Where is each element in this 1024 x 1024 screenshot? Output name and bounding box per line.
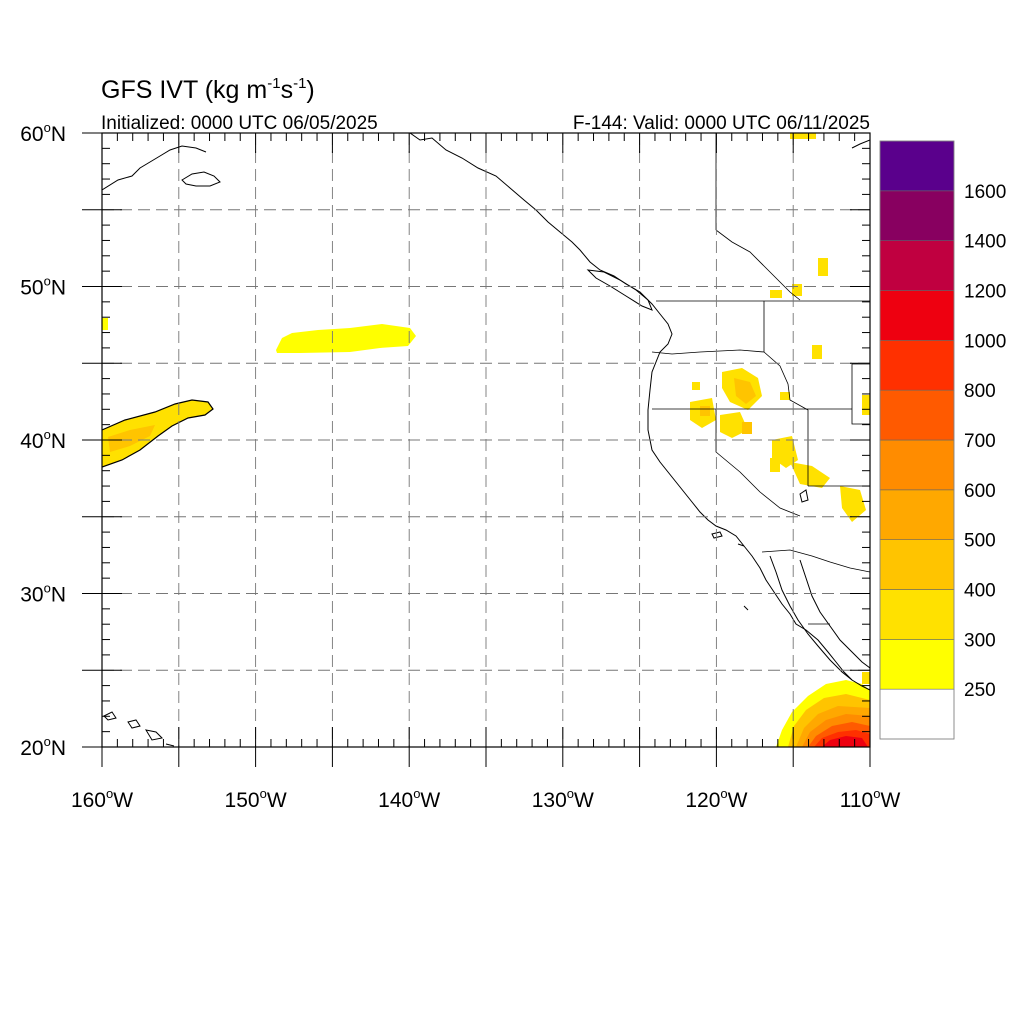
- colorbar-label: 250: [964, 680, 996, 701]
- colorbar-frame: [879, 140, 955, 740]
- lon-label: 160oW: [71, 786, 133, 812]
- colorbar-label: 500: [964, 531, 996, 552]
- colorbar-swatch: [879, 290, 955, 341]
- map-plot-area: [102, 133, 870, 747]
- ivt-shading: [102, 133, 870, 747]
- lat-label: 60oN: [20, 120, 66, 146]
- colorbar-label: 1600: [964, 182, 1006, 203]
- ivt-plume-central-pacific: [102, 400, 213, 467]
- colorbar-swatch: [879, 140, 955, 192]
- colorbar-swatch: [879, 389, 955, 441]
- colorbar-swatch: [879, 439, 955, 491]
- colorbar-label: 600: [964, 481, 996, 502]
- ivt-plume-outline: [102, 399, 214, 468]
- ivt-great-basin: [690, 133, 870, 684]
- colorbar-label: 1400: [964, 232, 1006, 253]
- colorbar-swatch: [879, 639, 955, 690]
- colorbar-label: 400: [964, 581, 996, 602]
- ivt-plume-core: [108, 425, 155, 452]
- valid-label: F-144: Valid: 0000 UTC 06/11/2025: [573, 113, 870, 134]
- gridlines: [102, 133, 870, 747]
- longitude-labels: 160oW 150oW 140oW 130oW 120oW 110oW: [71, 786, 901, 812]
- colorbar-swatch: [879, 589, 955, 640]
- chart-title: GFS IVT (kg m-1s-1): [101, 75, 315, 104]
- colorbar-swatch: [879, 539, 955, 590]
- axis-ticks: [82, 132, 871, 767]
- colorbar-swatch: [879, 688, 955, 740]
- lat-label: 20oN: [20, 734, 66, 760]
- colorbar-swatch: [879, 240, 955, 291]
- colorbar: 250 300 400 500 600 700 800 1000 1200 1400 1600: [879, 140, 1006, 740]
- colorbar-swatch: [879, 190, 955, 241]
- lon-label: 140oW: [378, 786, 440, 812]
- lon-label: 130oW: [532, 786, 594, 812]
- colorbar-swatch: [879, 340, 955, 391]
- lat-label: 50oN: [20, 274, 66, 300]
- coastlines: [102, 133, 870, 747]
- ivt-great-basin-core: [700, 378, 756, 434]
- colorbar-swatch: [879, 489, 955, 540]
- colorbar-label: 300: [964, 630, 996, 651]
- lon-label: 120oW: [685, 786, 747, 812]
- colorbar-label: 1000: [964, 331, 1006, 352]
- lat-label: 40oN: [20, 427, 66, 453]
- lat-label: 30oN: [20, 581, 66, 607]
- colorbar-label: 700: [964, 431, 996, 452]
- ivt-streak-gulf-of-alaska: [276, 324, 416, 353]
- ivt-baja-mexico: [776, 680, 870, 747]
- latitude-labels: 60oN 50oN 40oN 30oN 20oN: [20, 120, 66, 760]
- colorbar-label: 800: [964, 381, 996, 402]
- initialized-label: Initialized: 0000 UTC 06/05/2025: [101, 113, 378, 134]
- lon-label: 110oW: [840, 786, 901, 812]
- colorbar-label: 1200: [964, 282, 1006, 303]
- lon-label: 150oW: [225, 786, 287, 812]
